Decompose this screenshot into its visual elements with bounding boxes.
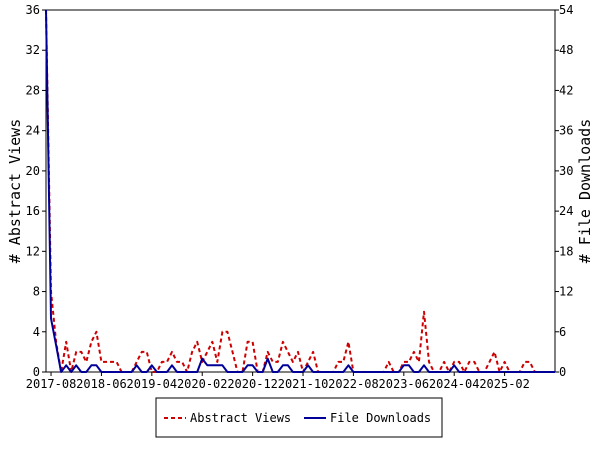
- left-axis-tick-label: 12: [26, 244, 40, 258]
- x-axis-tick-label: 2024-04: [429, 377, 480, 391]
- legend-label-abstract-views: Abstract Views: [190, 411, 291, 425]
- left-axis-tick-label: 28: [26, 83, 40, 97]
- right-axis-tick-label: 0: [559, 365, 566, 379]
- right-axis-tick-label: 6: [559, 325, 566, 339]
- x-axis-tick-label: 2025-02: [479, 377, 530, 391]
- x-axis-tick-label: 2020-12: [227, 377, 278, 391]
- x-axis-tick-label: 2020-02: [177, 377, 228, 391]
- left-axis-tick-label: 4: [33, 325, 40, 339]
- plot-frame: [45, 9, 556, 373]
- right-axis-tick-label: 54: [559, 3, 573, 17]
- left-axis-tick-label: 36: [26, 3, 40, 17]
- x-axis-tick-label: 2018-06: [76, 377, 127, 391]
- x-axis-tick-label: 2022-08: [328, 377, 379, 391]
- right-axis-tick-label: 36: [559, 124, 573, 138]
- x-axis-tick-label: 2019-04: [127, 377, 178, 391]
- legend-label-file-downloads: File Downloads: [330, 411, 431, 425]
- legend-box: [155, 397, 443, 438]
- x-axis-tick-label: 2023-06: [379, 377, 430, 391]
- left-axis-tick-label: 20: [26, 164, 40, 178]
- series-line-file-downloads: [45, 9, 555, 373]
- right-y-axis: 0 6 12 18 24 30 36 42 48 54: [555, 3, 573, 379]
- right-axis-tick-label: 18: [559, 244, 573, 258]
- right-axis-tick-label: 24: [559, 204, 573, 218]
- series-layer: [45, 9, 555, 373]
- left-axis-tick-label: 8: [33, 285, 40, 299]
- right-axis-tick-label: 30: [559, 164, 573, 178]
- x-axis-tick-label: 2021-10: [278, 377, 329, 391]
- right-axis-title: # File Downloads: [576, 119, 594, 264]
- left-axis-tick-label: 0: [33, 365, 40, 379]
- x-axis: 2017-08 2018-06 2019-04 2020-02 2020-12 2021-…: [26, 372, 530, 391]
- left-y-axis: 0 4 8 12 16 20 24 28 32 36: [26, 3, 46, 379]
- legend: Abstract Views File Downloads: [155, 397, 443, 438]
- left-axis-tick-label: 16: [26, 204, 40, 218]
- series-line-abstract-views: [45, 9, 555, 373]
- left-axis-tick-label: 24: [26, 124, 40, 138]
- right-axis-tick-label: 12: [559, 285, 573, 299]
- x-axis-tick-label: 2017-08: [26, 377, 77, 391]
- left-axis-tick-label: 32: [26, 43, 40, 57]
- right-axis-tick-label: 42: [559, 83, 573, 97]
- right-axis-tick-label: 48: [559, 43, 573, 57]
- left-axis-title: # Abstract Views: [6, 119, 24, 264]
